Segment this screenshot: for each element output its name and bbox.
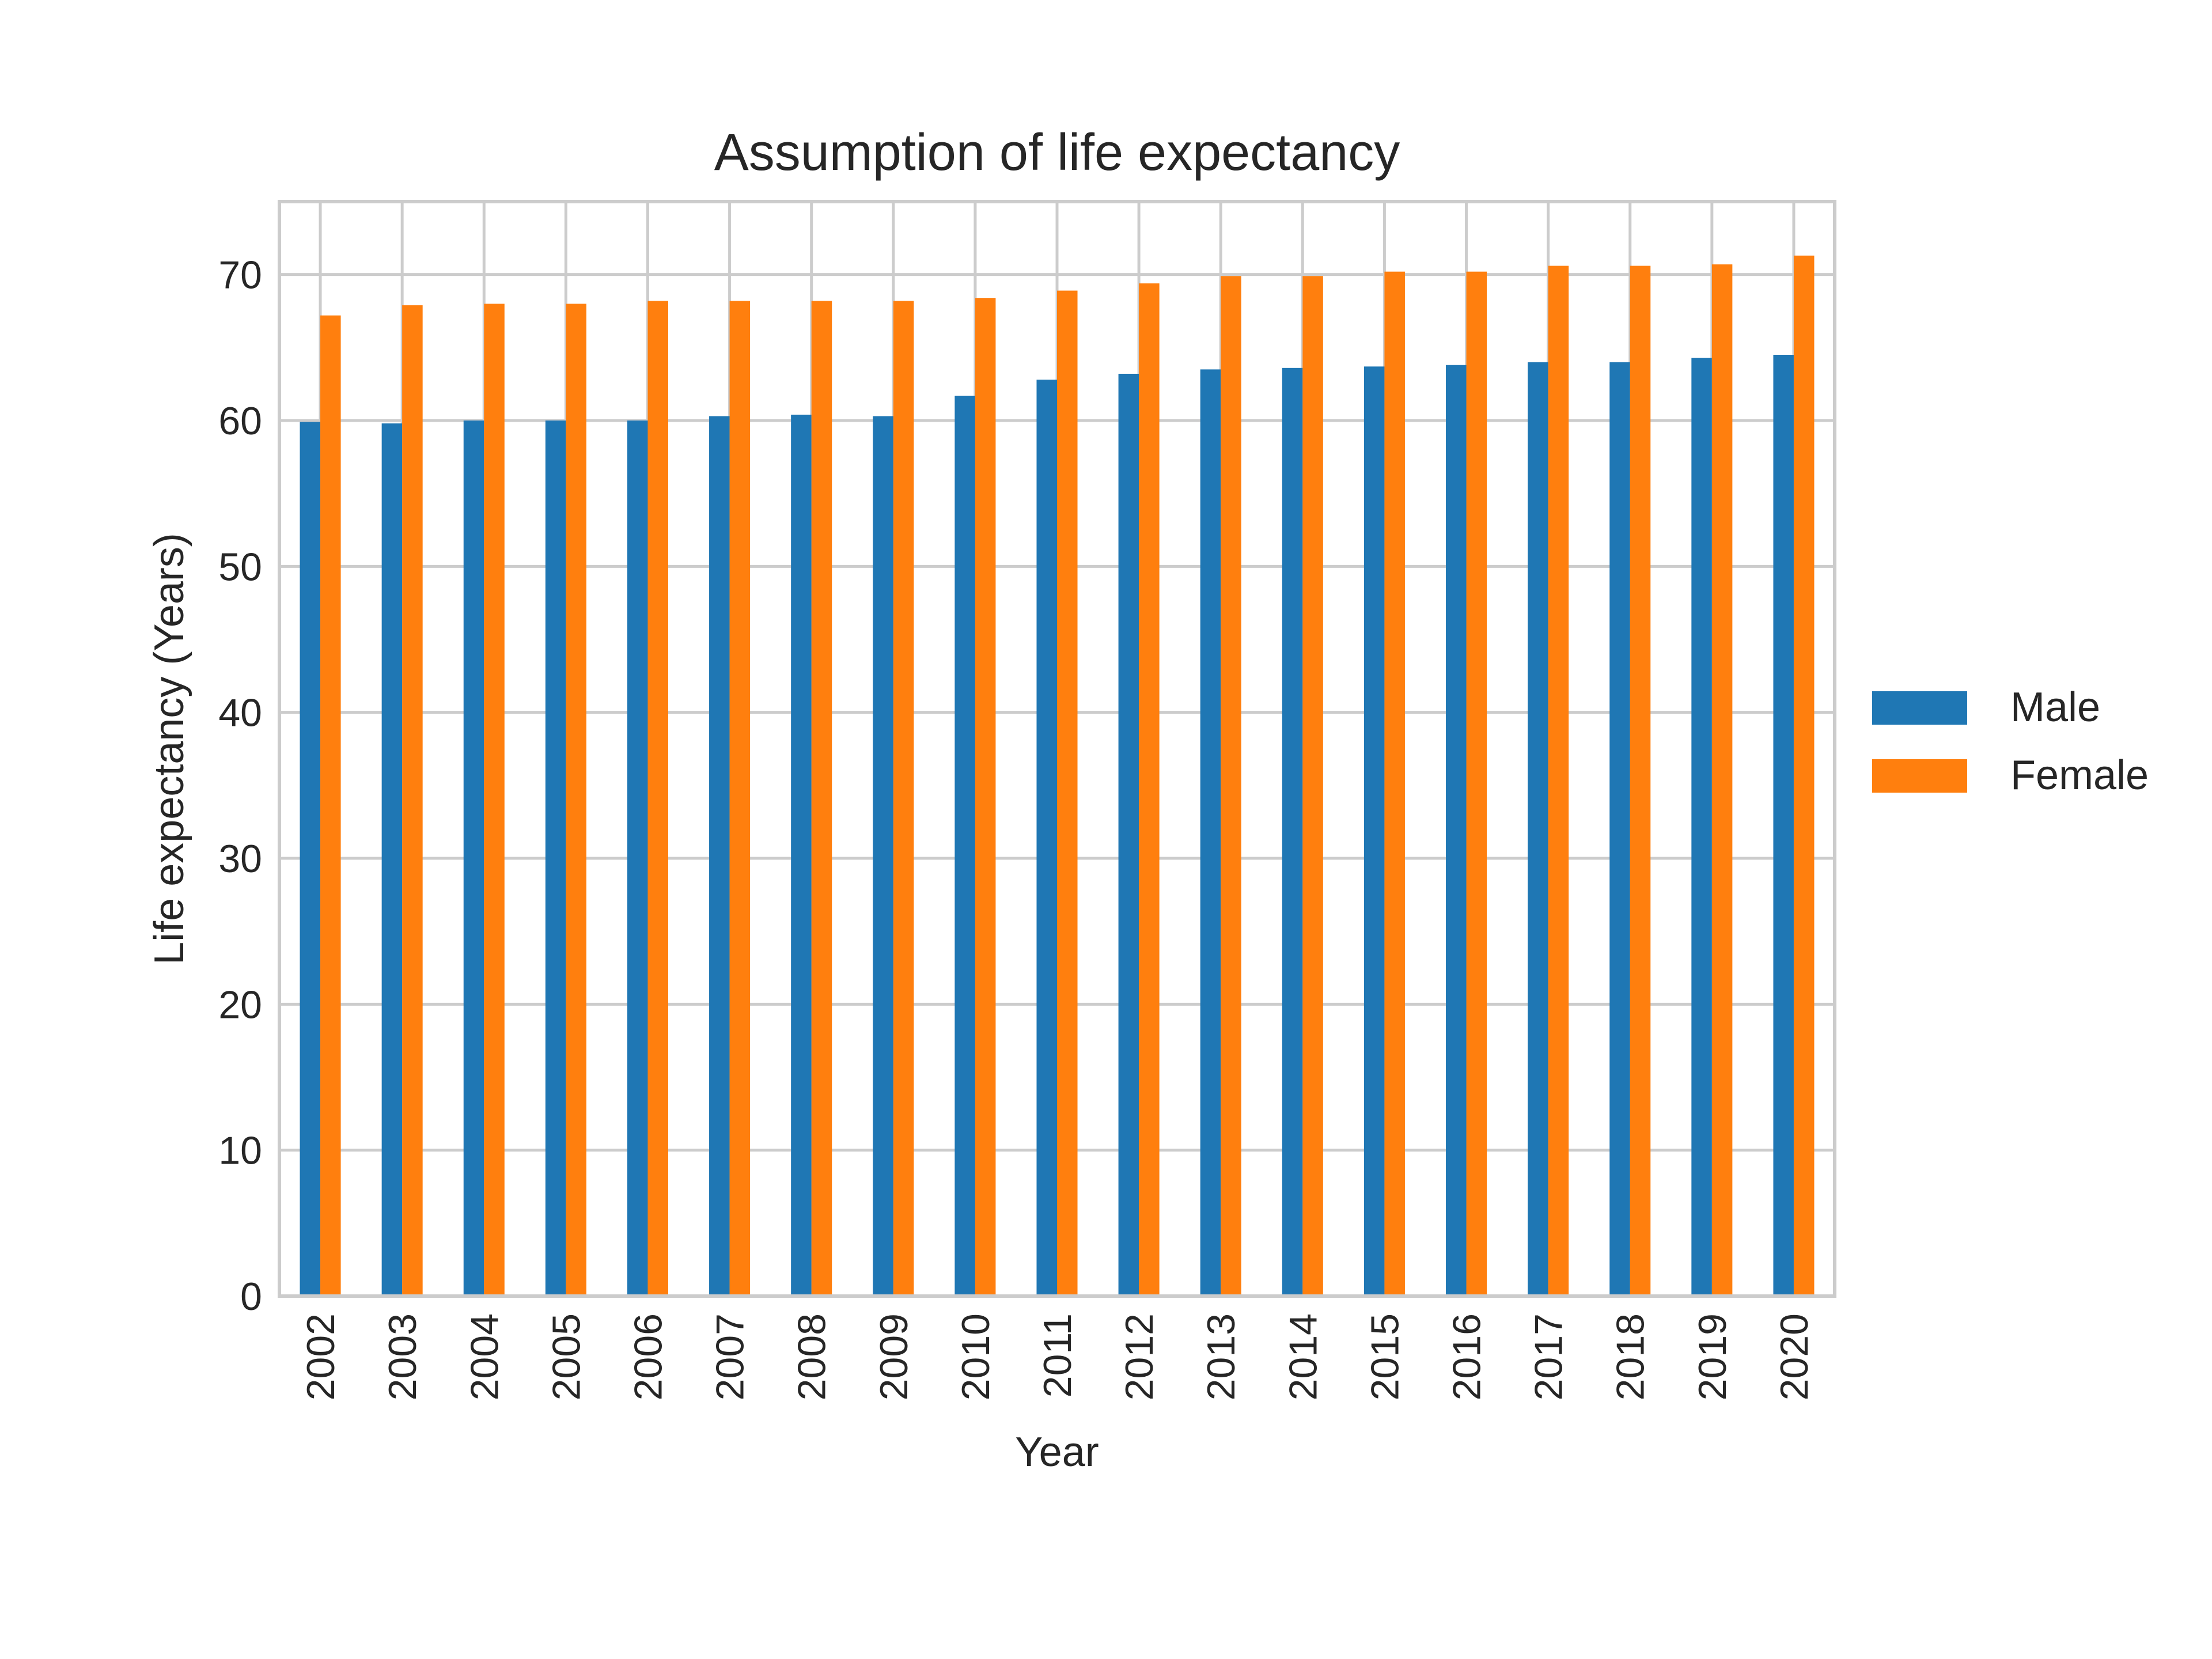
bar-female-2002: Female 2002: 67.2 [320, 315, 341, 1296]
x-tick-label: 2014 [1281, 1313, 1325, 1400]
y-tick-label: 50 [218, 545, 262, 589]
x-tick-label: 2020 [1772, 1313, 1816, 1400]
bar-female-2011: Female 2011: 68.9 [1057, 290, 1078, 1296]
bar-female-2020: Female 2020: 71.3 [1793, 255, 1815, 1296]
bar-female-2004: Female 2004: 68 [484, 304, 505, 1297]
x-tick-label: 2010 [954, 1313, 998, 1400]
bars: Male 2002: 59.9 Male 2003: 59.8 Male 2004:… [300, 255, 1815, 1297]
x-tick-label: 2019 [1691, 1313, 1734, 1400]
bar-male-2009: Male 2009: 60.3 [873, 416, 893, 1296]
bar-female-2013: Female 2013: 69.9 [1221, 276, 1241, 1297]
bar-male-2017: Male 2017: 64 [1528, 362, 1548, 1296]
plot-frame [278, 200, 1836, 1298]
y-tick-label: 30 [218, 837, 262, 881]
bar-male-2006: Male 2006: 60 [627, 421, 648, 1296]
x-tick-label: 2013 [1199, 1313, 1243, 1400]
bar-female-2003: Female 2003: 67.9 [402, 305, 423, 1296]
bar-male-2018: Male 2018: 64 [1609, 362, 1630, 1296]
legend-label-female: Female [2010, 752, 2149, 798]
bar-female-2019: Female 2019: 70.7 [1711, 264, 1733, 1296]
bar-female-2007: Female 2007: 68.2 [729, 301, 751, 1297]
bar-female-2010: Female 2010: 68.4 [975, 298, 996, 1297]
legend-swatch-female [1872, 759, 1967, 793]
y-axis-label: Life expectancy (Years) [146, 533, 192, 965]
bar-male-2013: Male 2013: 63.5 [1200, 369, 1221, 1297]
bar-male-2012: Male 2012: 63.2 [1118, 373, 1139, 1296]
bar-male-2019: Male 2019: 64.3 [1691, 358, 1712, 1296]
bar-male-2008: Male 2008: 60.4 [791, 414, 812, 1296]
bar-female-2017: Female 2017: 70.6 [1548, 266, 1569, 1296]
bar-female-2009: Female 2009: 68.2 [893, 301, 914, 1297]
bar-male-2005: Male 2005: 60 [545, 421, 566, 1296]
x-tick-label: 2017 [1527, 1313, 1571, 1400]
bar-female-2018: Female 2018: 70.6 [1630, 266, 1651, 1296]
x-tick-label: 2012 [1118, 1313, 1161, 1400]
x-axis-label: Year [1015, 1429, 1099, 1475]
x-tick-label: 2002 [299, 1313, 343, 1400]
bar-male-2010: Male 2010: 61.7 [955, 395, 975, 1296]
bar-female-2012: Female 2012: 69.4 [1139, 283, 1160, 1296]
y-tick-label: 60 [218, 399, 262, 443]
bar-female-2014: Female 2014: 69.9 [1302, 276, 1323, 1297]
y-tick-label: 10 [218, 1129, 262, 1173]
x-tick-label: 2004 [463, 1313, 506, 1400]
bar-male-2016: Male 2016: 63.8 [1446, 365, 1467, 1296]
bar-male-2011: Male 2011: 62.8 [1036, 380, 1057, 1296]
bar-male-2004: Male 2004: 60 [463, 421, 484, 1296]
x-tick-label: 2006 [626, 1313, 670, 1400]
bar-female-2006: Female 2006: 68.2 [647, 301, 668, 1297]
y-tick-label: 40 [218, 691, 262, 735]
bar-female-2005: Female 2005: 68 [566, 304, 586, 1297]
y-tick-label: 70 [218, 253, 262, 297]
x-tick-label: 2009 [872, 1313, 916, 1400]
y-axis-ticks: 0 10 20 30 40 50 60 70 [218, 253, 262, 1319]
y-tick-label: 0 [240, 1275, 262, 1319]
x-tick-label: 2008 [790, 1313, 834, 1400]
legend: Male Female [1872, 684, 2149, 798]
bar-female-2015: Female 2015: 70.2 [1384, 271, 1405, 1297]
legend-label-male: Male [2010, 684, 2100, 730]
x-axis-ticks: 2002 2003 2004 2005 2006 2007 2008 2009 2010 2011… [299, 1313, 1816, 1400]
x-tick-label: 2011 [1036, 1313, 1080, 1397]
x-tick-label: 2007 [709, 1313, 752, 1400]
bar-male-2020: Male 2020: 64.5 [1773, 355, 1794, 1296]
legend-swatch-male [1872, 691, 1967, 725]
chart-title: Assumption of life expectancy [714, 124, 1400, 181]
bar-male-2014: Male 2014: 63.6 [1282, 368, 1303, 1296]
x-tick-label: 2015 [1363, 1313, 1407, 1400]
x-tick-label: 2005 [544, 1313, 588, 1400]
bar-female-2016: Female 2016: 70.2 [1466, 271, 1487, 1297]
x-tick-label: 2018 [1609, 1313, 1653, 1400]
bar-female-2008: Female 2008: 68.2 [811, 301, 832, 1297]
x-tick-label: 2003 [381, 1313, 425, 1400]
x-tick-label: 2016 [1445, 1313, 1489, 1400]
bar-male-2015: Male 2015: 63.7 [1363, 366, 1385, 1297]
bar-male-2002: Male 2002: 59.9 [300, 422, 321, 1296]
bar-male-2003: Male 2003: 59.8 [381, 423, 403, 1296]
y-tick-label: 20 [218, 983, 262, 1027]
bar-male-2007: Male 2007: 60.3 [709, 416, 730, 1296]
